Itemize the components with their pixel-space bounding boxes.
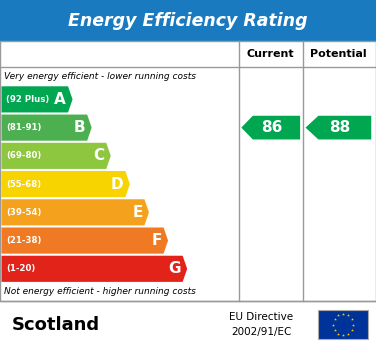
Text: EU Directive: EU Directive (229, 312, 293, 322)
Polygon shape (2, 256, 187, 282)
Text: 88: 88 (329, 120, 350, 135)
Text: 86: 86 (261, 120, 282, 135)
Text: Very energy efficient - lower running costs: Very energy efficient - lower running co… (4, 72, 196, 81)
Polygon shape (2, 86, 73, 112)
Polygon shape (2, 114, 92, 141)
Polygon shape (2, 171, 130, 197)
Text: (1-20): (1-20) (6, 264, 35, 273)
Text: Scotland: Scotland (11, 316, 99, 333)
Text: 2002/91/EC: 2002/91/EC (231, 327, 291, 337)
Text: Energy Efficiency Rating: Energy Efficiency Rating (68, 11, 308, 30)
Text: B: B (74, 120, 85, 135)
Bar (318, 310, 368, 339)
Text: (55-68): (55-68) (6, 180, 41, 189)
Text: G: G (168, 261, 181, 276)
Text: (92 Plus): (92 Plus) (6, 95, 49, 104)
Text: C: C (93, 148, 105, 163)
Polygon shape (241, 116, 300, 140)
Text: (39-54): (39-54) (6, 208, 41, 217)
Text: (81-91): (81-91) (6, 123, 41, 132)
Bar (0, 41, 376, 301)
Text: A: A (55, 92, 66, 107)
Polygon shape (306, 116, 371, 140)
Bar (0, 0, 376, 41)
Text: D: D (111, 176, 123, 192)
Text: F: F (151, 233, 162, 248)
Polygon shape (2, 143, 111, 169)
Text: Not energy efficient - higher running costs: Not energy efficient - higher running co… (4, 287, 196, 296)
Text: Current: Current (247, 49, 294, 59)
Polygon shape (2, 228, 168, 254)
Text: (69-80): (69-80) (6, 151, 41, 160)
Text: E: E (132, 205, 143, 220)
Polygon shape (2, 199, 149, 226)
Text: (21-38): (21-38) (6, 236, 41, 245)
Text: Potential: Potential (310, 49, 367, 59)
